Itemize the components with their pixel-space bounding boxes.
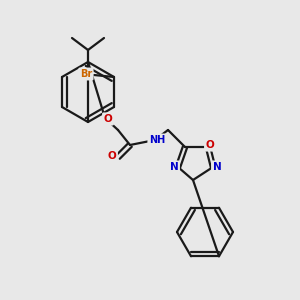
Text: O: O: [103, 114, 112, 124]
Text: O: O: [206, 140, 214, 150]
Text: N: N: [213, 162, 221, 172]
Text: N: N: [169, 162, 178, 172]
Text: O: O: [108, 151, 116, 161]
Text: Br: Br: [80, 69, 92, 79]
Text: NH: NH: [149, 135, 165, 145]
